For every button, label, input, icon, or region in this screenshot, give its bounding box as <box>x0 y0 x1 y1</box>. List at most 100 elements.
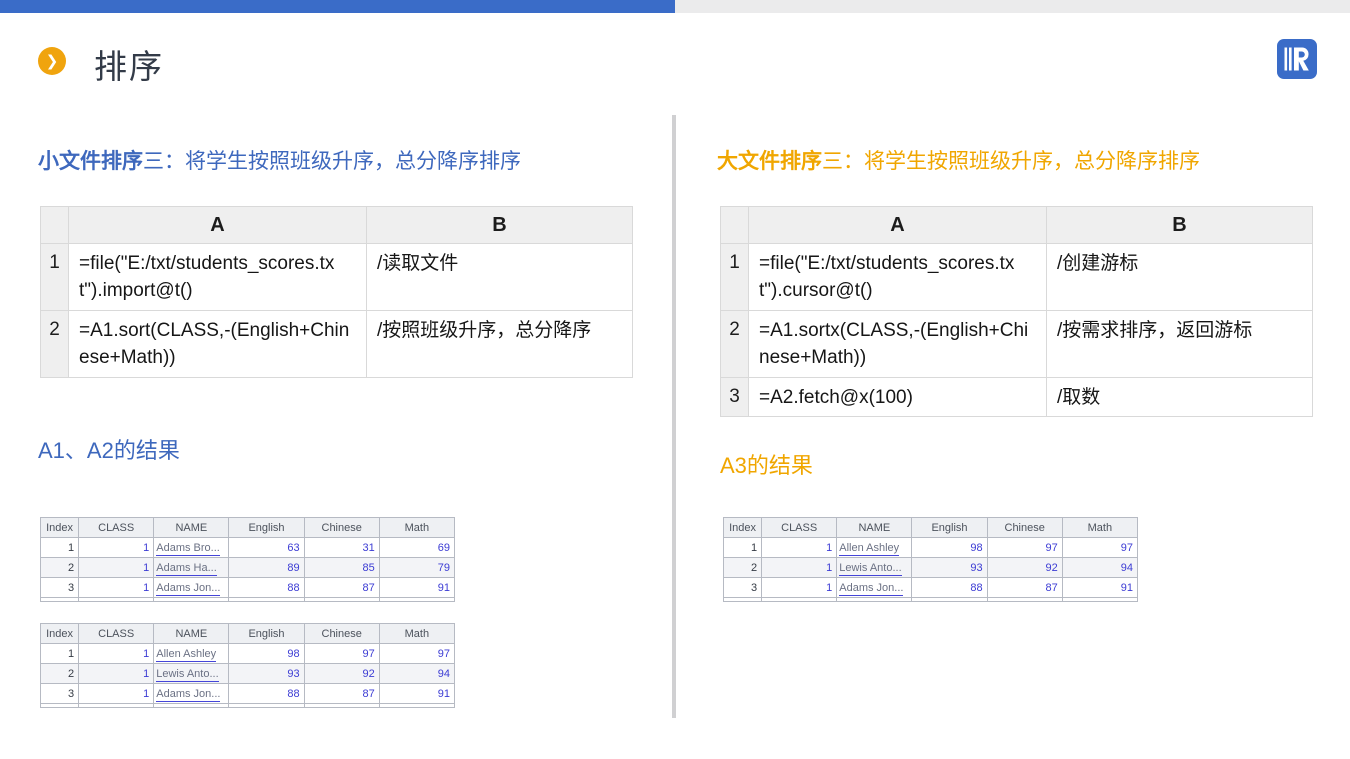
grid-cell-math: 94 <box>378 663 456 684</box>
grid-cell-english: 89 <box>228 557 305 578</box>
grid-header: Math <box>1061 517 1139 538</box>
left-cell-b1: /读取文件 <box>366 243 633 311</box>
left-cell-a1: =file("E:/txt/students_scores.txt").impo… <box>68 243 367 311</box>
grid-header: NAME <box>153 517 230 538</box>
left-code-table: A B 1 =file("E:/txt/students_scores.txt"… <box>40 206 633 378</box>
grid-cell-english: 88 <box>228 577 305 598</box>
grid-cell-name: Allen Ashley <box>836 537 913 558</box>
left-cell-b2: /按照班级升序，总分降序 <box>366 310 633 378</box>
grid-cell-chinese: 85 <box>303 557 380 578</box>
grid-row-partial <box>39 703 456 708</box>
grid-cell-chinese: 87 <box>986 577 1063 598</box>
grid-header: English <box>228 623 305 644</box>
grid-cell-english: 98 <box>228 643 305 664</box>
left-result-grid-a1: Index CLASS NAME English Chinese Math 1 … <box>39 517 456 602</box>
grid-header: NAME <box>153 623 230 644</box>
grid-cell-index: 2 <box>39 663 80 684</box>
grid-cell-name: Lewis Anto... <box>836 557 913 578</box>
grid-cell-index: 2 <box>39 557 80 578</box>
grid-header: Index <box>39 517 80 538</box>
right-result-grid-a3: Index CLASS NAME English Chinese Math 1 … <box>722 517 1139 602</box>
section-divider <box>672 115 676 718</box>
chevron-bullet-icon: ❯ <box>38 47 66 75</box>
grid-cell-class: 1 <box>761 577 838 598</box>
left-section-heading: 小文件排序三：将学生按照班级升序，总分降序排序 <box>38 145 521 175</box>
grid-cell-english: 63 <box>228 537 305 558</box>
grid-row: 1 1 Adams Bro... 63 31 69 <box>39 537 456 558</box>
grid-cell-name: Adams Ha... <box>153 557 230 578</box>
grid-cell-index: 3 <box>39 577 80 598</box>
left-cell-a2: =A1.sort(CLASS,-(English+Chinese+Math)) <box>68 310 367 378</box>
right-row1-number: 1 <box>720 243 749 311</box>
grid-row: 3 1 Adams Jon... 88 87 91 <box>39 683 456 704</box>
grid-cell-index: 1 <box>722 537 763 558</box>
grid-cell-class: 1 <box>78 557 155 578</box>
grid-cell-math: 79 <box>378 557 456 578</box>
right-corner-cell <box>720 206 749 244</box>
grid-cell-name: Adams Jon... <box>836 577 913 598</box>
grid-row: 2 1 Lewis Anto... 93 92 94 <box>722 557 1139 578</box>
right-code-table: A B 1 =file("E:/txt/students_scores.txt"… <box>720 206 1313 417</box>
right-heading-rest: 三：将学生按照班级升序，总分降序排序 <box>822 150 1200 173</box>
grid-cell-english: 88 <box>228 683 305 704</box>
grid-header: English <box>911 517 988 538</box>
right-section-heading: 大文件排序三：将学生按照班级升序，总分降序排序 <box>717 145 1200 175</box>
right-row3-number: 3 <box>720 377 749 417</box>
grid-cell-name: Adams Jon... <box>153 577 230 598</box>
grid-cell-name: Adams Jon... <box>153 683 230 704</box>
left-corner-cell <box>40 206 69 244</box>
right-cell-a1: =file("E:/txt/students_scores.txt").curs… <box>748 243 1047 311</box>
grid-row: 3 1 Adams Jon... 88 87 91 <box>39 577 456 598</box>
grid-cell-chinese: 87 <box>303 683 380 704</box>
grid-cell-index: 1 <box>39 643 80 664</box>
grid-cell-math: 94 <box>1061 557 1139 578</box>
grid-row: 2 1 Lewis Anto... 93 92 94 <box>39 663 456 684</box>
grid-header: Chinese <box>303 517 380 538</box>
grid-cell-chinese: 92 <box>986 557 1063 578</box>
grid-header: CLASS <box>761 517 838 538</box>
right-result-label: A3的结果 <box>720 453 813 478</box>
right-cell-a2: =A1.sortx(CLASS,-(English+Chinese+Math)) <box>748 310 1047 378</box>
grid-cell-english: 93 <box>228 663 305 684</box>
left-col-header-a: A <box>68 206 367 244</box>
grid-header: Math <box>378 623 456 644</box>
grid-cell-class: 1 <box>761 537 838 558</box>
left-row1-number: 1 <box>40 243 69 311</box>
right-cell-b3: /取数 <box>1046 377 1313 417</box>
right-cell-a3: =A2.fetch@x(100) <box>748 377 1047 417</box>
grid-row: 2 1 Adams Ha... 89 85 79 <box>39 557 456 578</box>
grid-cell-math: 97 <box>1061 537 1139 558</box>
grid-cell-chinese: 97 <box>303 643 380 664</box>
grid-header: Chinese <box>303 623 380 644</box>
grid-row-partial <box>722 597 1139 602</box>
grid-cell-math: 91 <box>378 683 456 704</box>
right-row2-number: 2 <box>720 310 749 378</box>
grid-cell-index: 3 <box>39 683 80 704</box>
grid-cell-math: 69 <box>378 537 456 558</box>
grid-cell-math: 91 <box>378 577 456 598</box>
grid-cell-class: 1 <box>78 537 155 558</box>
right-heading-bold: 大文件排序 <box>717 150 822 173</box>
grid-cell-class: 1 <box>78 683 155 704</box>
grid-cell-math: 91 <box>1061 577 1139 598</box>
left-result-grid-a2: Index CLASS NAME English Chinese Math 1 … <box>39 623 456 708</box>
left-col-header-b: B <box>366 206 633 244</box>
grid-row-partial <box>39 597 456 602</box>
left-heading-bold: 小文件排序 <box>38 150 143 173</box>
left-result-label: A1、A2的结果 <box>38 438 180 463</box>
left-heading-rest: 三：将学生按照班级升序，总分降序排序 <box>143 150 521 173</box>
grid-row: 3 1 Adams Jon... 88 87 91 <box>722 577 1139 598</box>
right-cell-b1: /创建游标 <box>1046 243 1313 311</box>
page-title: 排序 <box>94 48 164 85</box>
grid-header: NAME <box>836 517 913 538</box>
grid-cell-chinese: 87 <box>303 577 380 598</box>
grid-header: English <box>228 517 305 538</box>
grid-cell-english: 88 <box>911 577 988 598</box>
grid-cell-index: 2 <box>722 557 763 578</box>
topbar-gray-segment <box>675 0 1350 13</box>
grid-row: 1 1 Allen Ashley 98 97 97 <box>39 643 456 664</box>
grid-cell-index: 3 <box>722 577 763 598</box>
grid-cell-class: 1 <box>78 577 155 598</box>
grid-cell-index: 1 <box>39 537 80 558</box>
